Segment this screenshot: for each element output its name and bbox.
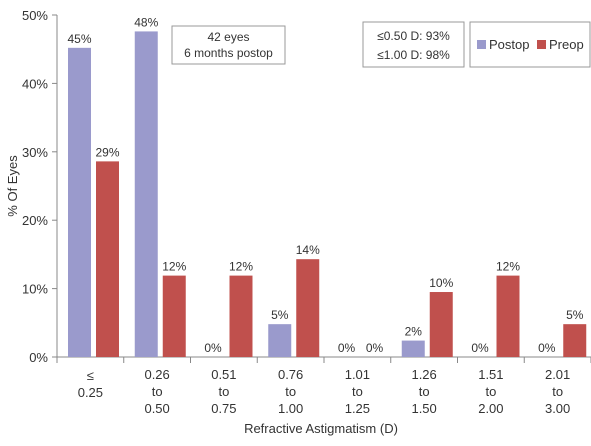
bar-postop [68,47,91,357]
x-tick-label: 1.50 [411,401,436,416]
x-tick-label: to [285,384,296,399]
annotations-layer: 42 eyes 6 months postop ≤0.50 D: 93% ≤1.00 … [171,21,465,68]
x-tick-label: ≤ [87,368,94,383]
legend-label-postop: Postop [489,37,529,52]
bar-postop [134,31,158,357]
bar-preop [563,324,587,357]
data-label-postop: 0% [338,341,356,355]
threshold-box-line: ≤0.50 D: 93% [377,29,450,43]
x-tick-label: to [419,384,430,399]
x-tick-label: to [218,384,229,399]
x-tick-label: 0.50 [144,401,169,416]
bars-layer [68,31,587,357]
x-tick-label: to [152,384,163,399]
x-tick-label: to [485,384,496,399]
data-label-preop: 0% [366,341,384,355]
data-label-postop: 48% [134,15,158,29]
threshold-box: ≤0.50 D: 93% ≤1.00 D: 98% [362,21,465,68]
data-label-preop: 12% [229,260,253,274]
x-tick-label: to [552,384,563,399]
bar-preop [229,275,253,357]
eyes-info-box-border [171,25,286,65]
x-tick-label: 1.25 [345,401,370,416]
x-tick-label: 1.00 [278,401,303,416]
y-tick-label: 0% [29,350,48,365]
x-tick-label: 1.51 [478,367,503,382]
eyes-info-box-line: 42 eyes [207,30,249,44]
x-tick-label: 2.01 [545,367,570,382]
data-label-preop: 12% [496,260,520,274]
bar-preop [96,161,119,357]
threshold-box-border [362,21,465,68]
data-label-preop: 29% [95,145,119,159]
x-tick-label: 0.25 [78,385,103,400]
x-tick-label: 0.76 [278,367,303,382]
data-label-postop: 2% [405,325,423,339]
data-label-postop: 0% [538,341,556,355]
x-tick-label: 0.75 [211,401,236,416]
y-tick-label: 10% [22,282,48,297]
x-tick-label: to [352,384,363,399]
x-tick-label: 2.00 [478,401,503,416]
data-label-preop: 10% [429,276,453,290]
legend-swatch-postop [477,40,486,49]
y-tick-label: 30% [22,145,48,160]
bar-preop [162,275,186,357]
y-tick-label: 20% [22,213,48,228]
x-tick-label: 1.01 [345,367,370,382]
x-tick-label: 0.26 [144,367,169,382]
x-tick-label: 3.00 [545,401,570,416]
legend-swatch-preop [537,40,546,49]
y-tick-label: 50% [22,8,48,23]
y-axis-title: % Of Eyes [5,155,20,217]
data-label-postop: 5% [271,308,289,322]
threshold-box-line: ≤1.00 D: 98% [377,48,450,62]
x-tick-label: 1.26 [411,367,436,382]
x-tick-label: 0.51 [211,367,236,382]
data-label-postop: 0% [471,341,489,355]
x-axis-title: Refractive Astigmatism (D) [244,421,398,436]
y-tick-label: 40% [22,76,48,91]
legend-label-preop: Preop [549,37,584,52]
data-label-postop: 0% [204,341,222,355]
eyes-info-box-line: 6 months postop [184,46,273,60]
data-label-preop: 14% [296,243,320,257]
bar-preop [496,275,520,357]
data-label-preop: 5% [566,308,584,322]
bar-postop [268,324,292,357]
legend-border [469,21,591,68]
legend: Postop Preop [469,21,591,68]
axes-layer: 0% 10% 20% 30% 40% 50% ≤0.25 0.26 to 0.50 0.51 to 0.… [5,8,591,436]
bar-postop [401,340,425,357]
bar-preop [296,259,320,357]
eyes-info-box: 42 eyes 6 months postop [171,25,286,65]
data-labels-layer: 45% 48% 0% 5% 0% 2% 0% 0% 29% 12% 12% 14% 0% 10% 12% 5% [67,15,583,355]
data-label-preop: 12% [162,260,186,274]
bar-preop [429,292,453,357]
data-label-postop: 45% [67,32,91,46]
